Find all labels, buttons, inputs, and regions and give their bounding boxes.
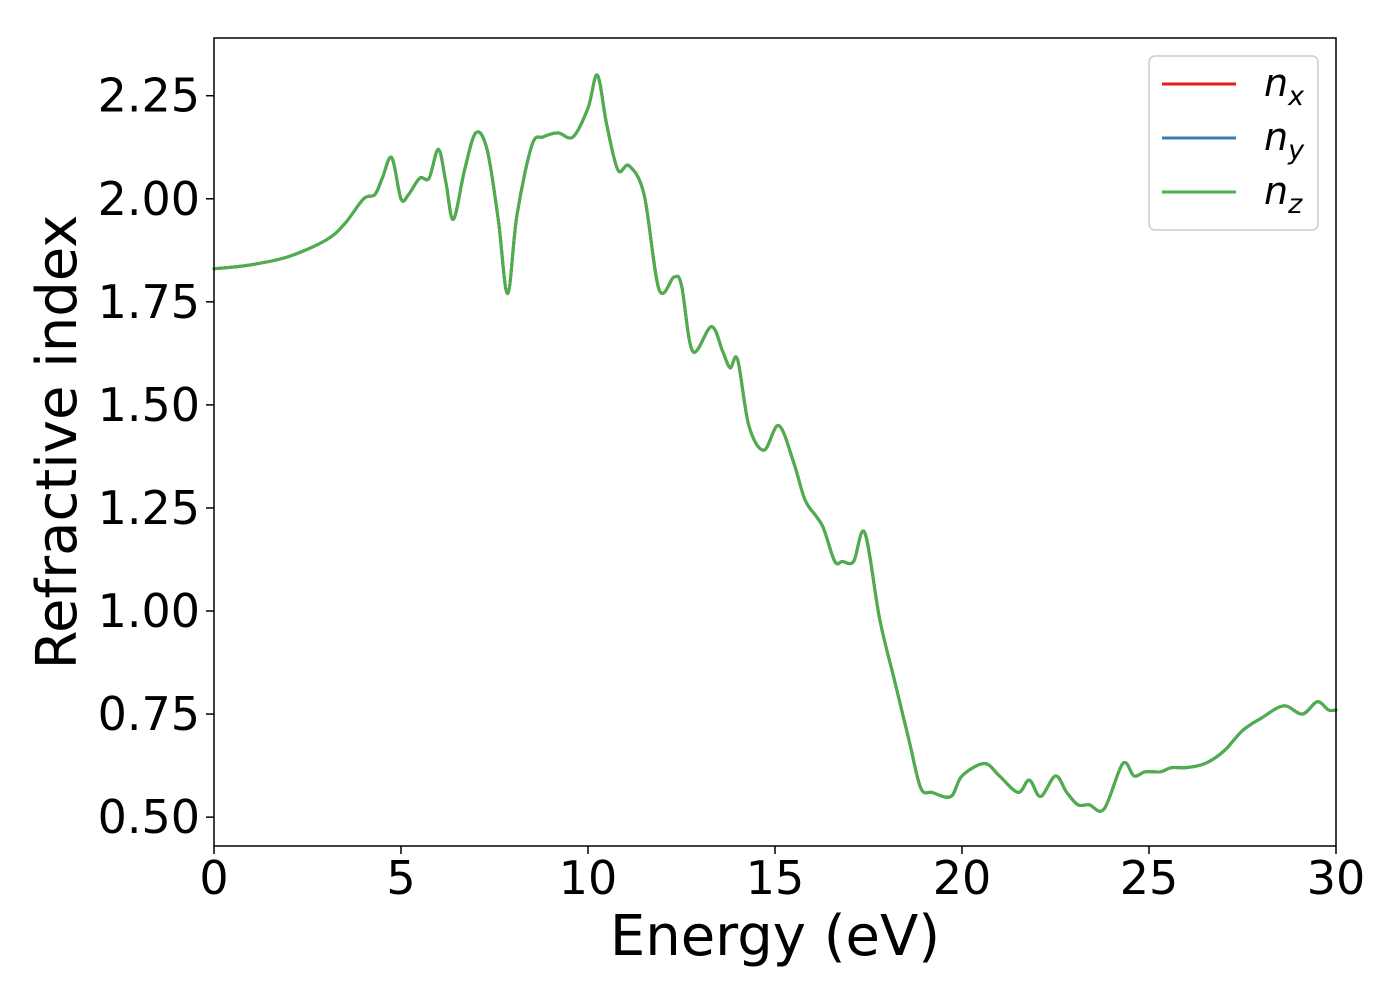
series-layer: [212, 73, 1338, 813]
x-tick-label: 10: [559, 851, 618, 905]
x-tick-label: 0: [199, 851, 228, 905]
y-tick-label: 0.75: [98, 687, 200, 741]
x-tick-label: 5: [386, 851, 415, 905]
y-tick-label: 2.00: [98, 172, 200, 226]
series-line-nz: [212, 73, 1338, 813]
y-tick-label: 1.50: [98, 378, 200, 432]
y-axis-label: Refractive index: [25, 215, 90, 670]
y-tick-label: 1.00: [98, 584, 200, 638]
x-axis-ticks: 0 5 10 15 20 25 30: [199, 846, 1365, 905]
y-tick-label: 1.25: [98, 481, 200, 535]
legend-label-ny: ny: [1264, 115, 1305, 166]
x-tick-label: 20: [933, 851, 992, 905]
x-tick-label: 25: [1120, 851, 1179, 905]
x-tick-label: 30: [1307, 851, 1366, 905]
x-tick-label: 15: [746, 851, 805, 905]
y-tick-label: 2.25: [98, 69, 200, 123]
y-tick-label: 1.75: [98, 275, 200, 329]
x-axis-label: Energy (eV): [610, 904, 940, 969]
y-tick-label: 0.50: [98, 790, 200, 844]
legend-label-nz: nz: [1264, 169, 1303, 220]
legend-label-nx: nx: [1264, 61, 1305, 112]
legend-box: [1148, 55, 1319, 231]
y-axis-ticks: 0.50 0.75 1.00 1.25 1.50 1.75 2.00 2.25: [98, 69, 214, 844]
